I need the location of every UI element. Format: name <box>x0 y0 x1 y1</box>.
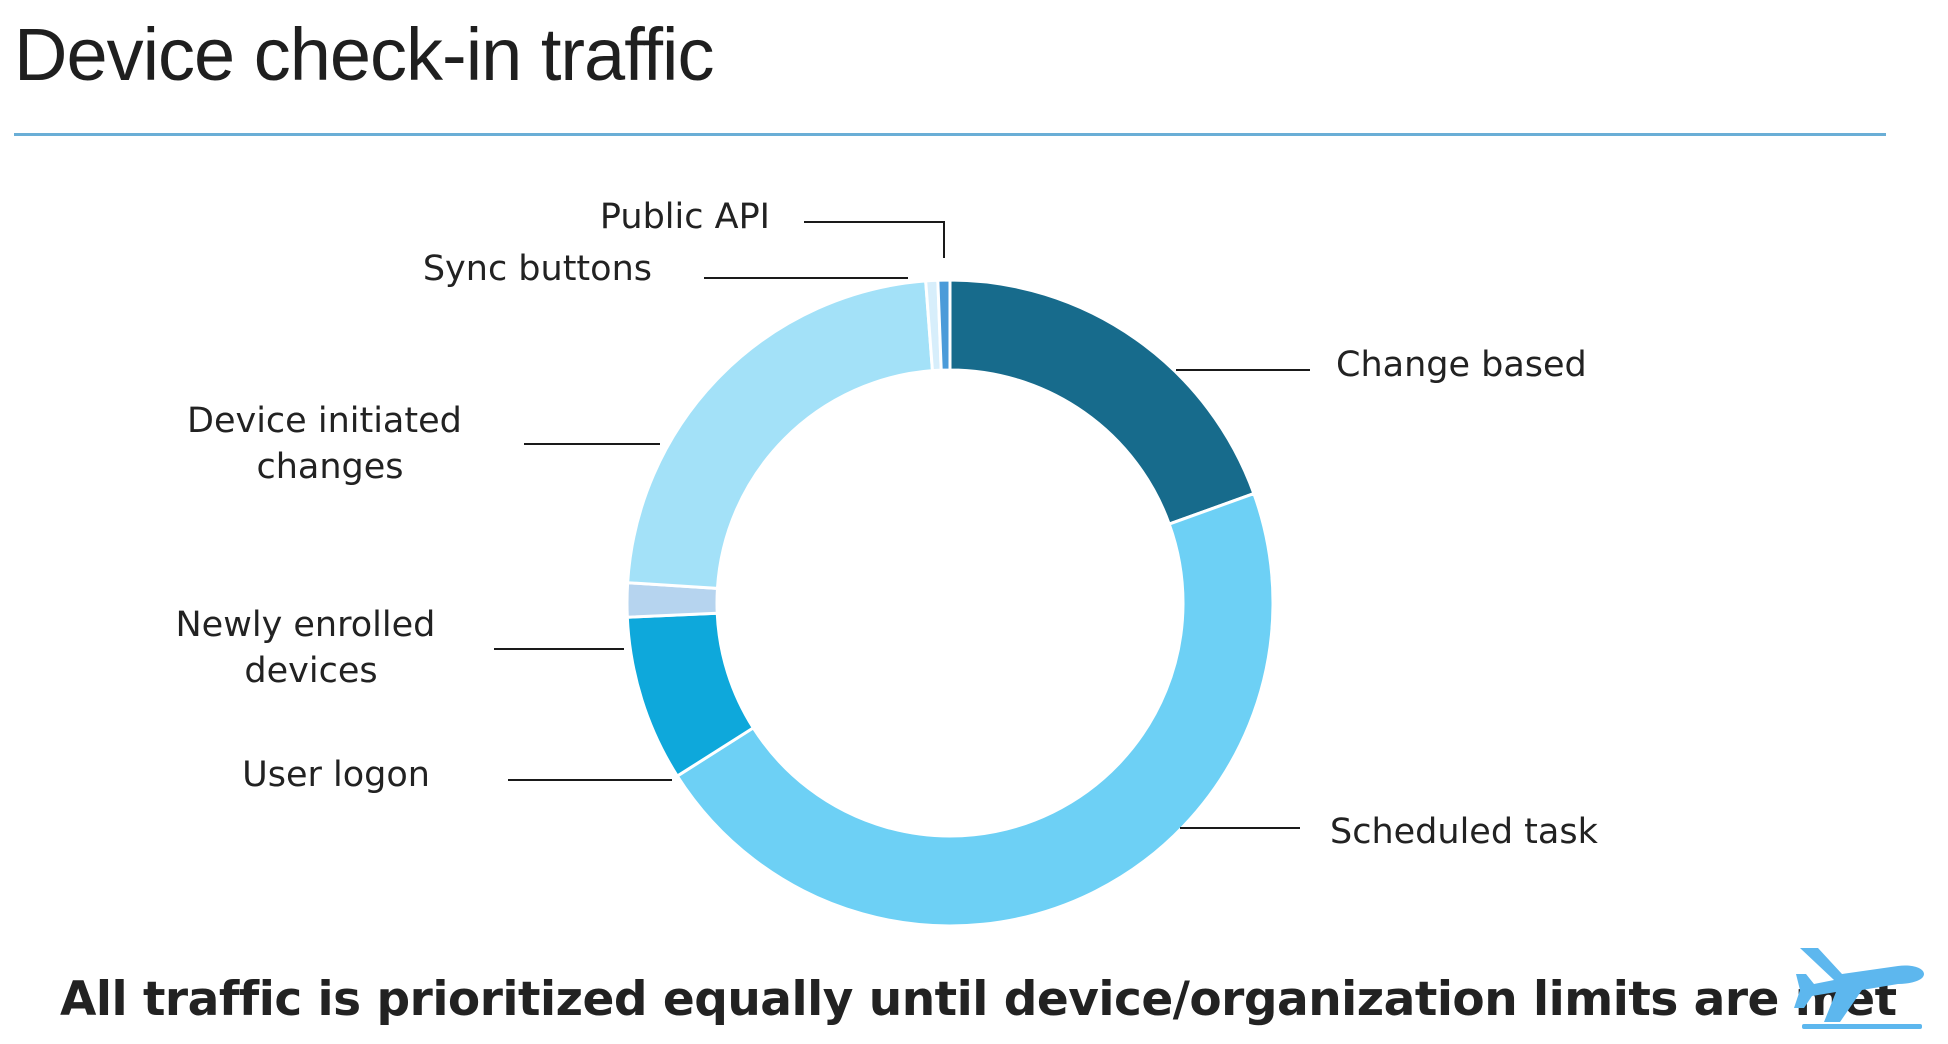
slice-change-based <box>948 278 1256 526</box>
label-user-logon: User logon <box>242 755 430 795</box>
label-device-initiated-line-2: changes <box>256 447 403 487</box>
footer-statement: All traffic is prioritized equally until… <box>60 972 1897 1027</box>
label-device-initiated: Device initiated changes <box>187 401 473 487</box>
label-change-based: Change based <box>1336 345 1587 385</box>
airplane-icon <box>1794 948 1924 1029</box>
label-public-api: Public API <box>600 197 770 237</box>
slice-device-initiated-changes <box>626 279 935 590</box>
title-divider <box>14 133 1886 136</box>
label-sync-buttons: Sync buttons <box>423 249 652 289</box>
slice-public-api <box>936 278 952 372</box>
slice-scheduled-task <box>675 491 1275 928</box>
label-device-initiated-line-1: Device initiated <box>187 401 462 441</box>
label-newly-enrolled-line-1: Newly enrolled <box>176 605 436 645</box>
label-newly-enrolled-line-2: devices <box>244 651 377 691</box>
label-scheduled-task: Scheduled task <box>1330 812 1599 852</box>
leader-line-layer <box>494 221 1310 829</box>
label-newly-enrolled: Newly enrolled devices <box>176 605 447 691</box>
leader-line-public-api <box>804 221 945 258</box>
label-layer: Change based Scheduled task User logon N… <box>176 197 1599 852</box>
slice-layer <box>625 278 1275 928</box>
slide-title: Device check-in traffic <box>14 13 714 96</box>
